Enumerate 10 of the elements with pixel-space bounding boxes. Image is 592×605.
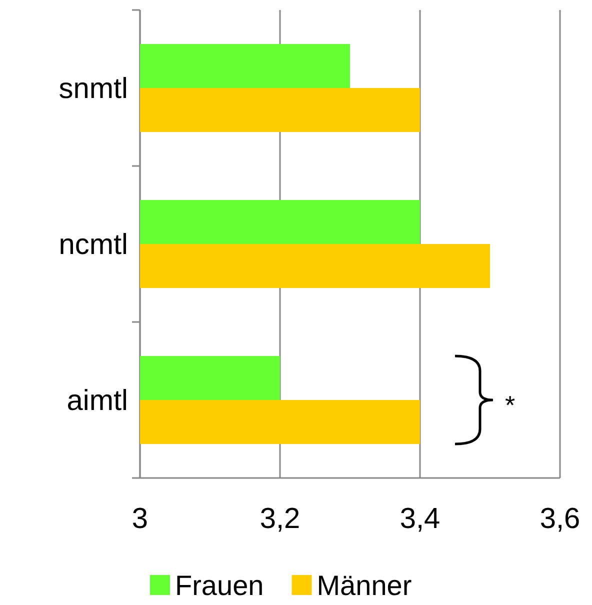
legend-label: Frauen xyxy=(175,570,264,601)
x-tick-label: 3,6 xyxy=(540,503,580,535)
y-tick-label: snmtl xyxy=(58,73,128,106)
x-tick-label: 3 xyxy=(132,503,148,535)
x-tick-label: 3,4 xyxy=(400,503,440,535)
annotation: * xyxy=(505,390,516,420)
y-tick-label: ncmtl xyxy=(58,229,128,262)
x-tick-label: 3,2 xyxy=(260,503,300,535)
y-tick-label: aimtl xyxy=(66,385,128,418)
legend-label: Männer xyxy=(316,570,412,601)
